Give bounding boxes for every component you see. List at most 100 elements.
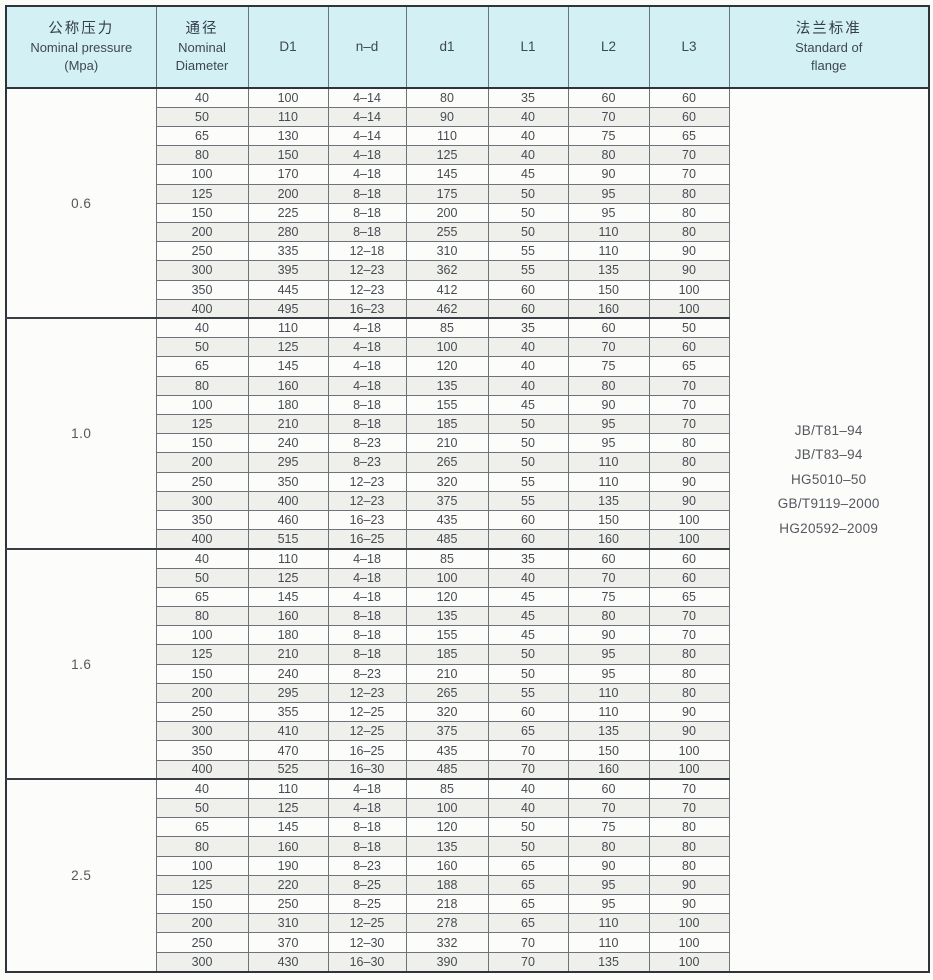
data-cell: 250: [155, 471, 249, 492]
data-cell: 55: [487, 241, 569, 262]
data-cell: 40: [155, 547, 249, 569]
data-cell: 80: [648, 855, 730, 876]
data-cell: 470: [247, 740, 329, 761]
data-cell: 150: [567, 279, 650, 300]
table-row: 50 125 4–18 100 40 70 60: [6, 337, 929, 358]
data-cell: 40: [487, 778, 569, 800]
data-cell: 40: [487, 567, 569, 588]
data-cell: 135: [567, 490, 650, 511]
flange-standards-cell: JB/T81–94 JB/T83–94 HG5010–50 GB/T9119–2000…: [728, 87, 930, 973]
table-row: 100 180 8–18 155 45 90 70: [6, 394, 929, 415]
data-cell: 180: [247, 625, 329, 646]
data-cell: 300: [155, 721, 249, 742]
data-cell: 65: [648, 356, 730, 377]
data-cell: 125: [247, 798, 329, 819]
standard-line: HG5010–50: [790, 471, 867, 487]
col-header-nominal-diameter: 通径 Nominal Diameter: [155, 5, 249, 89]
data-cell: 70: [487, 740, 569, 761]
data-cell: 60: [487, 279, 569, 300]
table-row: 65 145 8–18 120 50 75 80: [6, 817, 929, 838]
data-cell: 4–18: [327, 567, 407, 588]
data-cell: 50: [487, 202, 569, 223]
data-cell: 40: [487, 798, 569, 819]
data-cell: 110: [247, 547, 329, 569]
data-cell: 320: [405, 471, 489, 492]
table-row: 125 200 8–18 175 50 95 80: [6, 183, 929, 204]
data-cell: 70: [648, 394, 730, 415]
table-row: 350 445 12–23 412 60 150 100: [6, 279, 929, 300]
data-cell: 210: [247, 644, 329, 665]
header-pressure-en: Nominal pressure: [30, 40, 133, 55]
data-cell: 40: [487, 337, 569, 358]
data-cell: 70: [648, 375, 730, 396]
data-cell: 45: [487, 394, 569, 415]
data-cell: 70: [648, 605, 730, 627]
data-cell: 255: [405, 221, 489, 243]
data-cell: 100: [648, 759, 730, 780]
header-diameter-zh: 通径: [185, 21, 219, 37]
data-cell: 12–23: [327, 260, 407, 281]
data-cell: 80: [567, 145, 650, 166]
standard-line: GB/T9119–2000: [777, 496, 880, 512]
data-cell: 150: [155, 894, 249, 915]
data-cell: 310: [405, 241, 489, 262]
data-cell: 310: [247, 913, 329, 934]
col-header-L2: L2: [567, 5, 650, 89]
data-cell: 375: [405, 490, 489, 511]
data-cell: 50: [155, 106, 249, 127]
data-cell: 50: [155, 567, 249, 588]
data-cell: 70: [487, 951, 569, 973]
table-row: 2.5 40 110 4–18 85 40 60 70: [5, 778, 929, 973]
data-cell: 90: [648, 241, 730, 262]
data-cell: 65: [155, 356, 249, 377]
data-cell: 12–23: [327, 279, 407, 300]
data-cell: 40: [487, 375, 569, 396]
data-cell: 150: [567, 740, 650, 761]
data-cell: 362: [405, 260, 489, 281]
data-cell: 400: [155, 529, 249, 550]
data-cell: 100: [648, 951, 730, 973]
data-cell: 40: [487, 145, 569, 166]
data-cell: 12–18: [327, 241, 407, 262]
data-cell: 60: [648, 106, 730, 127]
table-row: 200 295 8–23 265 50 110 80: [6, 452, 929, 473]
header-standard-zh: 法兰标准: [795, 21, 862, 37]
col-header-nominal-pressure: 公称压力 Nominal pressure (Mpa): [5, 5, 157, 89]
header-row: 公称压力 Nominal pressure (Mpa) 通径 Nominal D…: [5, 5, 930, 89]
data-cell: 50: [648, 317, 730, 339]
data-cell: 320: [405, 701, 489, 723]
data-cell: 95: [567, 644, 650, 665]
data-cell: 525: [247, 759, 329, 780]
data-cell: 80: [155, 836, 249, 857]
data-cell: 50: [155, 337, 249, 358]
data-cell: 80: [648, 183, 730, 204]
data-cell: 110: [567, 932, 650, 953]
data-cell: 220: [247, 874, 329, 896]
data-cell: 185: [405, 413, 489, 435]
table-row: 80 160 8–18 135 50 80 80: [6, 836, 929, 857]
data-cell: 400: [247, 490, 329, 511]
data-cell: 70: [567, 798, 650, 819]
table-row: 80 160 4–18 135 40 80 70: [6, 375, 929, 396]
data-cell: 430: [247, 951, 329, 973]
data-cell: 55: [487, 471, 569, 492]
data-cell: 90: [648, 721, 730, 742]
data-cell: 60: [567, 87, 650, 108]
data-cell: 80: [648, 817, 730, 838]
data-cell: 218: [405, 894, 489, 915]
table-row: 350 470 16–25 435 70 150 100: [6, 740, 929, 761]
data-cell: 60: [567, 547, 650, 569]
data-cell: 435: [405, 509, 489, 531]
data-cell: 65: [487, 913, 569, 934]
header-n-d-label: n–d: [355, 39, 379, 54]
data-cell: 35: [487, 87, 569, 108]
table-row: 50 110 4–14 90 40 70 60: [6, 106, 929, 127]
data-cell: 265: [405, 452, 489, 473]
data-cell: 135: [405, 836, 489, 857]
data-cell: 70: [487, 932, 569, 953]
data-cell: 35: [487, 317, 569, 339]
data-cell: 400: [155, 759, 249, 780]
data-cell: 300: [155, 951, 249, 973]
data-cell: 150: [155, 433, 249, 454]
data-cell: 395: [247, 260, 329, 281]
